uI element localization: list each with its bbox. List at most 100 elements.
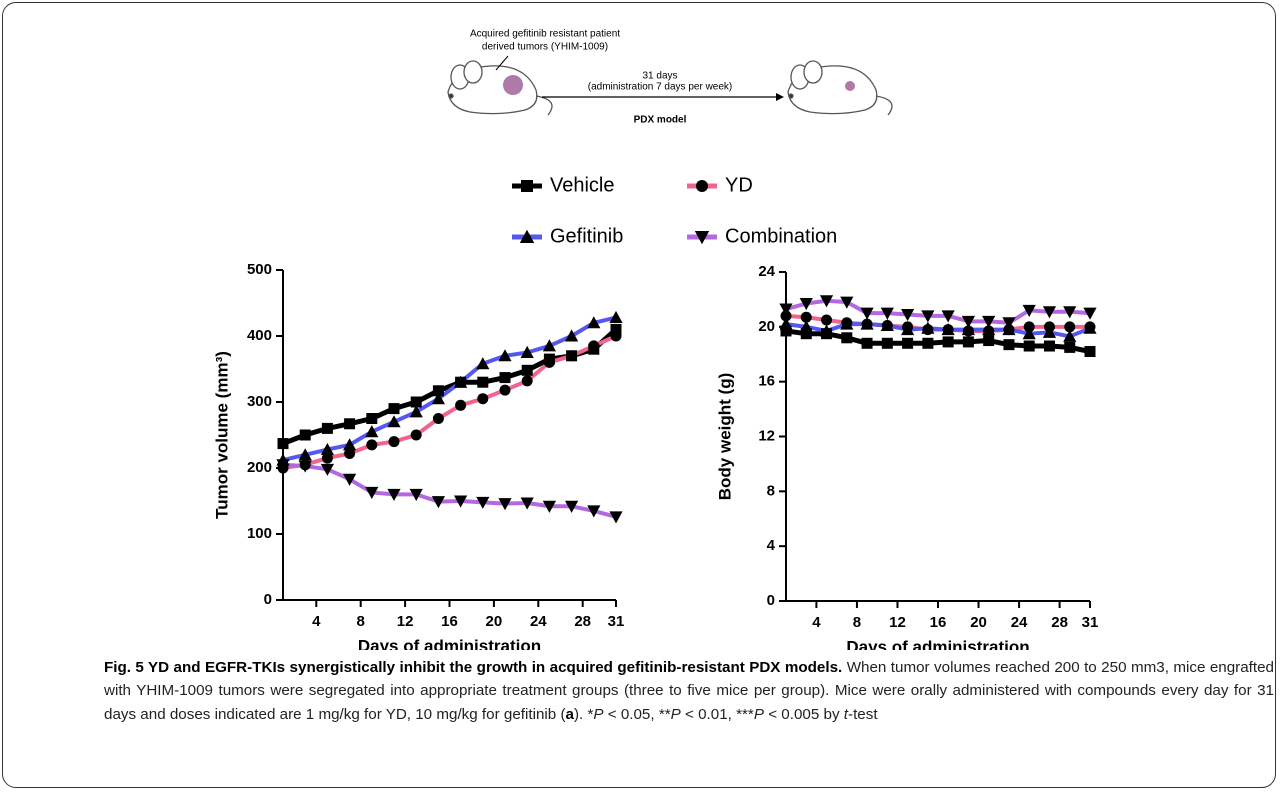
series-line: [785, 322, 1091, 339]
legend-label: YD: [725, 174, 753, 196]
x-axis-label: Days of administration: [846, 637, 1029, 650]
data-point: [1063, 306, 1077, 319]
data-point: [1022, 327, 1036, 340]
data-point: [902, 337, 914, 349]
data-point: [799, 320, 813, 333]
data-point: [921, 310, 935, 323]
data-point: [1022, 304, 1036, 317]
data-point: [409, 405, 423, 418]
data-point: [841, 332, 853, 344]
x-tick-label: 20: [970, 614, 987, 631]
data-point: [521, 375, 533, 387]
data-point: [1023, 321, 1035, 333]
data-point: [1083, 307, 1097, 320]
data-point: [941, 322, 955, 336]
y-tick-label: 12: [758, 427, 775, 444]
series-line: [785, 328, 1091, 354]
model-label: PDX model: [634, 115, 687, 126]
data-point: [800, 311, 812, 323]
data-point: [298, 460, 312, 473]
data-point: [901, 308, 915, 322]
data-point: [277, 438, 289, 450]
data-point: [499, 384, 511, 396]
data-point: [321, 452, 333, 464]
data-point: [299, 429, 311, 441]
data-point: [542, 500, 556, 513]
data-point: [609, 310, 623, 324]
data-point: [840, 296, 854, 309]
data-point: [880, 307, 894, 320]
data-point: [1063, 329, 1077, 342]
data-point: [962, 336, 974, 348]
data-point: [942, 336, 954, 348]
data-point: [983, 335, 995, 347]
y-tick-label: 8: [767, 482, 775, 499]
series-line: [282, 462, 617, 519]
y-tick-label: 0: [264, 591, 272, 608]
data-point: [298, 448, 312, 461]
caption-text: When tumor volumes reached 200 to 250 mm…: [104, 659, 1275, 723]
caption-title: Fig. 5 YD and EGFR-TKIs synergistically …: [104, 659, 843, 676]
caption-text: < 0.005 by: [763, 705, 844, 723]
data-point: [365, 486, 379, 500]
x-tick-label: 4: [812, 614, 821, 631]
data-point: [780, 325, 792, 337]
x-tick-label: 4: [312, 613, 321, 630]
figure: Acquired gefitinib resistant patient der…: [212, 29, 1099, 650]
data-point: [1042, 306, 1057, 319]
y-tick-label: 16: [758, 373, 775, 390]
data-point: [431, 392, 445, 405]
duration: 31 days: [642, 71, 677, 82]
data-point: [365, 425, 379, 438]
data-point: [961, 322, 975, 336]
y-tick-label: 100: [247, 525, 272, 542]
data-point: [543, 356, 555, 368]
data-point: [982, 322, 996, 336]
data-point: [454, 375, 468, 388]
y-tick-label: 300: [247, 393, 272, 410]
legend-label: Vehicle: [550, 174, 615, 196]
data-point: [587, 505, 601, 518]
data-point: [320, 442, 334, 456]
caption-text: < 0.01, ***: [680, 705, 754, 723]
x-tick-label: 12: [397, 613, 414, 630]
x-tick-label: 31: [1082, 614, 1099, 631]
data-point: [1023, 340, 1035, 352]
legend-label: Gefitinib: [550, 225, 623, 247]
data-point: [1002, 317, 1016, 330]
y-tick-label: 500: [247, 261, 272, 278]
caption-text: a: [565, 705, 574, 723]
data-point: [779, 317, 793, 330]
data-point: [366, 413, 378, 424]
data-point: [800, 328, 812, 340]
data-point: [476, 496, 490, 509]
data-point: [476, 357, 490, 370]
tumor-note: derived tumors (YHIM-1009): [482, 42, 608, 53]
y-tick-label: 20: [758, 318, 775, 335]
caption-text: P: [593, 705, 604, 723]
data-point: [366, 439, 378, 451]
legend-marker: [696, 180, 708, 192]
data-point: [542, 339, 556, 352]
data-point: [881, 337, 893, 349]
y-tick-label: 24: [758, 263, 775, 280]
x-tick-label: 8: [853, 614, 861, 631]
data-point: [387, 488, 401, 501]
data-point: [455, 399, 467, 411]
data-point: [431, 496, 445, 509]
data-point: [819, 295, 834, 308]
y-tick-label: 200: [247, 459, 272, 476]
data-point: [1043, 340, 1055, 352]
data-point: [477, 376, 489, 388]
caption-text: < 0.05, **: [603, 705, 671, 723]
data-point: [587, 316, 601, 329]
schedule: (administration 7 days per week): [588, 82, 733, 93]
legend-marker: [519, 229, 535, 243]
data-point: [498, 349, 512, 362]
data-point: [819, 324, 834, 337]
mouse-left: [447, 60, 553, 116]
data-point: [410, 429, 422, 441]
data-point: [961, 315, 975, 328]
x-tick-label: 28: [1051, 614, 1068, 631]
